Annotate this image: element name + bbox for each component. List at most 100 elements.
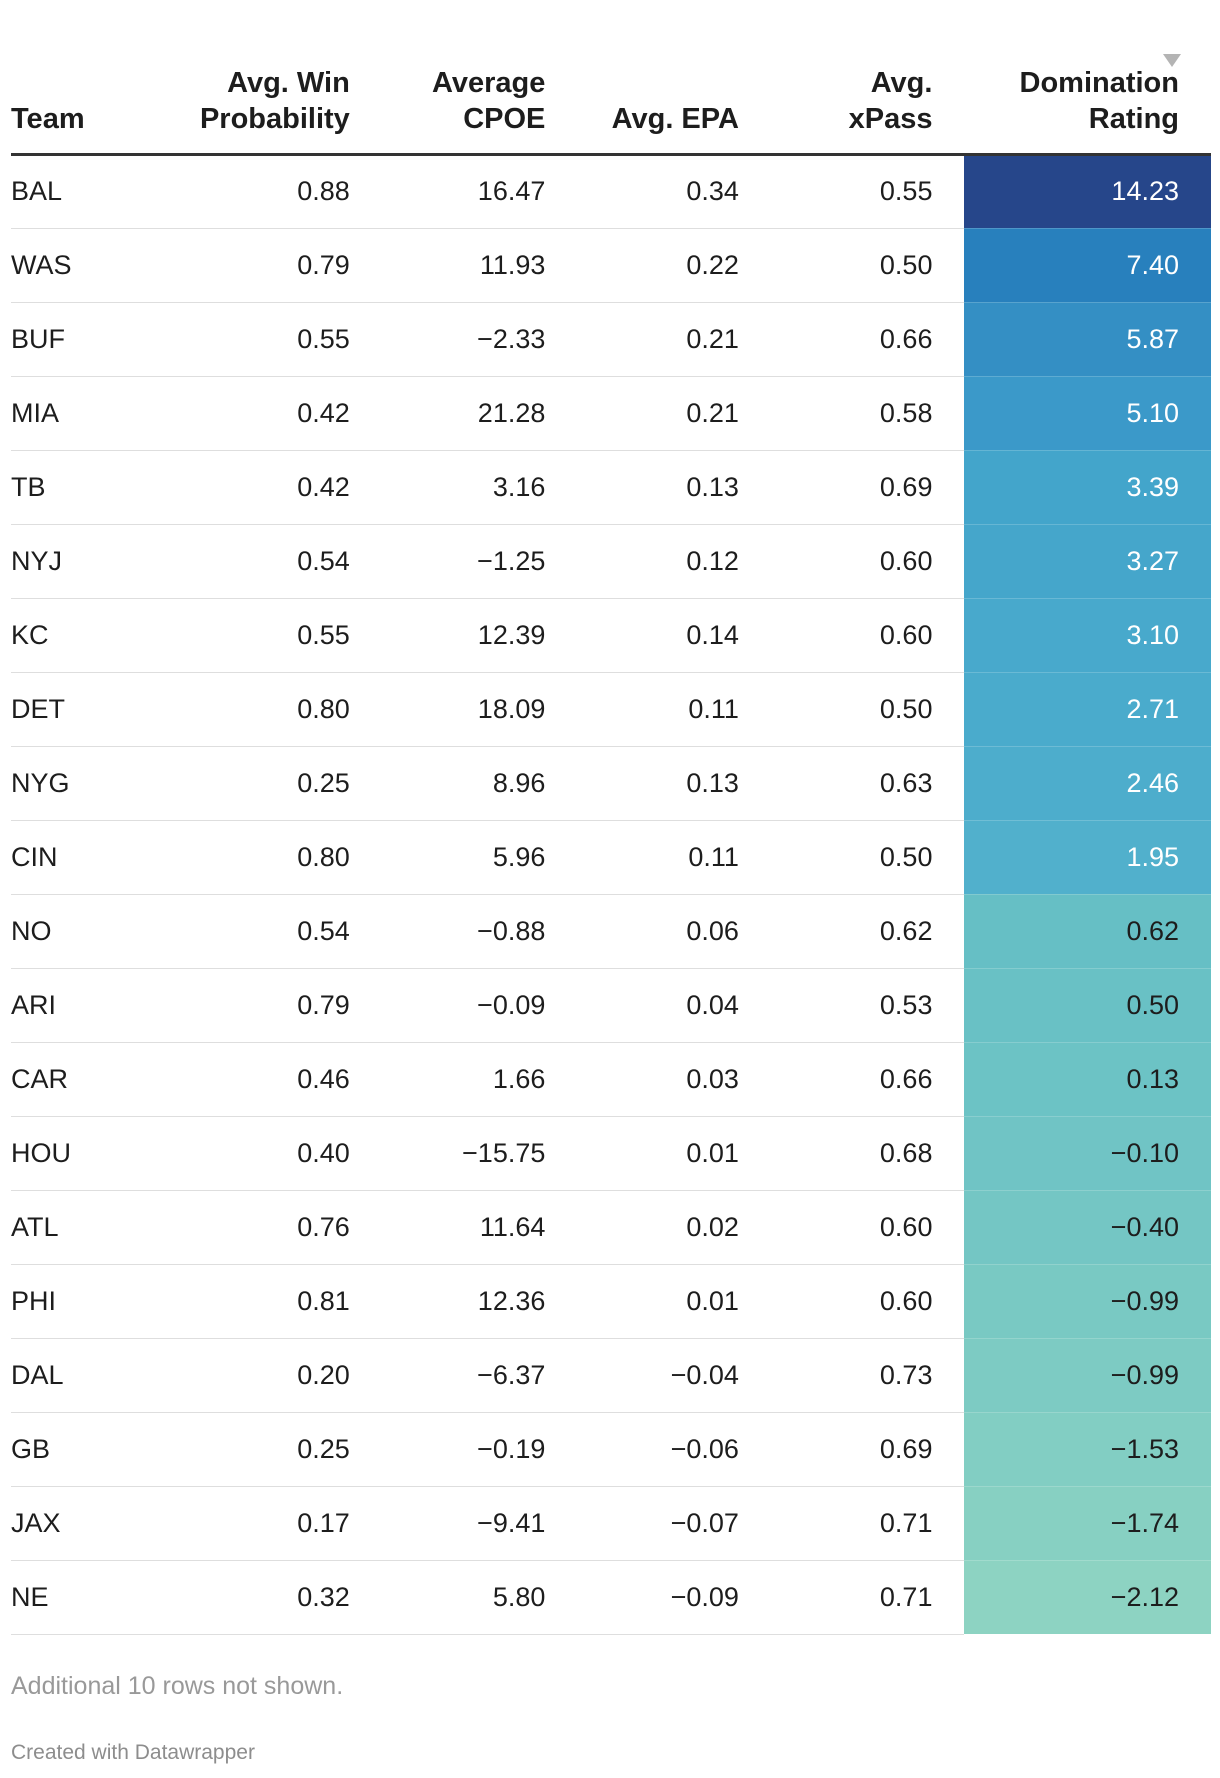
table-row: WAS 0.79 11.93 0.22 0.50 7.40 [11, 228, 1211, 303]
column-header-team[interactable]: Team [11, 0, 168, 154]
cell-win-probability: 0.54 [167, 894, 382, 969]
cell-cpoe: 12.36 [381, 1264, 578, 1339]
cell-team: NYG [11, 746, 168, 821]
cell-epa: 0.13 [577, 450, 771, 525]
column-header-xpass[interactable]: Avg. xPass [771, 0, 965, 154]
cell-win-probability: 0.42 [167, 450, 382, 525]
cell-win-probability: 0.32 [167, 1560, 382, 1635]
column-header-epa[interactable]: Avg. EPA [577, 0, 771, 154]
table-row: NO 0.54 −0.88 0.06 0.62 0.62 [11, 894, 1211, 969]
cell-team: MIA [11, 376, 168, 451]
cell-epa: 0.04 [577, 968, 771, 1043]
table-row: PHI 0.81 12.36 0.01 0.60 −0.99 [11, 1264, 1211, 1339]
cell-epa: 0.01 [577, 1116, 771, 1191]
table-row: MIA 0.42 21.28 0.21 0.58 5.10 [11, 376, 1211, 451]
column-header-line: Avg. [870, 66, 933, 99]
cell-epa: 0.11 [577, 820, 771, 895]
cell-epa: 0.12 [577, 524, 771, 599]
column-header-line: Rating [1088, 102, 1179, 135]
table-row: CIN 0.80 5.96 0.11 0.50 1.95 [11, 820, 1211, 895]
cell-epa: 0.22 [577, 228, 771, 303]
table-header: Team Avg. Win Probability Average CPOE Avg. E… [11, 0, 1211, 154]
cell-domination-rating: −1.74 [964, 1486, 1211, 1561]
table-row: DET 0.80 18.09 0.11 0.50 2.71 [11, 672, 1211, 747]
cell-win-probability: 0.25 [167, 1412, 382, 1487]
cell-team: ATL [11, 1190, 168, 1265]
cell-epa: −0.07 [577, 1486, 771, 1561]
cell-xpass: 0.55 [770, 154, 965, 229]
column-header-domination-rating[interactable]: Domination Rating [964, 0, 1211, 154]
cell-xpass: 0.69 [770, 1412, 965, 1487]
cell-cpoe: 21.28 [381, 376, 578, 451]
cell-domination-rating: 0.13 [964, 1042, 1211, 1117]
cell-win-probability: 0.80 [167, 672, 382, 747]
cell-epa: −0.06 [577, 1412, 771, 1487]
cell-team: GB [11, 1412, 168, 1487]
data-table: Team Avg. Win Probability Average CPOE Avg. E… [11, 0, 1211, 1635]
cell-win-probability: 0.46 [167, 1042, 382, 1117]
cell-xpass: 0.63 [770, 746, 965, 821]
cell-domination-rating: 3.39 [964, 450, 1211, 525]
cell-cpoe: 11.64 [381, 1190, 578, 1265]
cell-win-probability: 0.79 [167, 968, 382, 1043]
cell-win-probability: 0.54 [167, 524, 382, 599]
cell-cpoe: −0.19 [381, 1412, 578, 1487]
cell-cpoe: −1.25 [381, 524, 578, 599]
cell-xpass: 0.50 [770, 820, 965, 895]
column-header-line: Avg. EPA [611, 102, 739, 135]
table-row: ATL 0.76 11.64 0.02 0.60 −0.40 [11, 1190, 1211, 1265]
cell-cpoe: 5.80 [381, 1560, 578, 1635]
cell-win-probability: 0.55 [167, 598, 382, 673]
cell-epa: −0.09 [577, 1560, 771, 1635]
cell-team: ARI [11, 968, 168, 1043]
cell-domination-rating: 5.87 [964, 302, 1211, 377]
cell-domination-rating: 5.10 [964, 376, 1211, 451]
cell-win-probability: 0.42 [167, 376, 382, 451]
cell-team: BAL [11, 154, 168, 229]
cell-team: NYJ [11, 524, 168, 599]
cell-xpass: 0.68 [770, 1116, 965, 1191]
column-header-cpoe[interactable]: Average CPOE [382, 0, 578, 154]
cell-domination-rating: 2.71 [964, 672, 1211, 747]
column-header-win-probability[interactable]: Avg. Win Probability [168, 0, 382, 154]
cell-team: JAX [11, 1486, 168, 1561]
table-row: KC 0.55 12.39 0.14 0.60 3.10 [11, 598, 1211, 673]
cell-xpass: 0.71 [770, 1486, 965, 1561]
cell-cpoe: 8.96 [381, 746, 578, 821]
cell-xpass: 0.58 [770, 376, 965, 451]
cell-win-probability: 0.17 [167, 1486, 382, 1561]
cell-domination-rating: −0.10 [964, 1116, 1211, 1191]
cell-epa: 0.14 [577, 598, 771, 673]
table-row: BAL 0.88 16.47 0.34 0.55 14.23 [11, 154, 1211, 229]
cell-domination-rating: −2.12 [964, 1560, 1211, 1635]
header-row: Team Avg. Win Probability Average CPOE Avg. E… [11, 0, 1211, 154]
cell-team: DAL [11, 1338, 168, 1413]
cell-cpoe: −15.75 [381, 1116, 578, 1191]
column-header-line: CPOE [463, 102, 546, 135]
column-header-line: Domination [1019, 66, 1180, 99]
table-wrapper: Team Avg. Win Probability Average CPOE Avg. E… [11, 0, 1211, 1635]
cell-domination-rating: −0.40 [964, 1190, 1211, 1265]
cell-team: WAS [11, 228, 168, 303]
cell-win-probability: 0.81 [167, 1264, 382, 1339]
table-notes: Additional 10 rows not shown. [11, 1672, 344, 1700]
cell-win-probability: 0.20 [167, 1338, 382, 1413]
cell-cpoe: 3.16 [381, 450, 578, 525]
column-header-line: Average [431, 66, 546, 99]
cell-win-probability: 0.79 [167, 228, 382, 303]
cell-epa: 0.01 [577, 1264, 771, 1339]
cell-cpoe: 11.93 [381, 228, 578, 303]
cell-epa: −0.04 [577, 1338, 771, 1413]
cell-epa: 0.02 [577, 1190, 771, 1265]
sort-descending-icon[interactable] [1163, 54, 1181, 67]
cell-cpoe: −9.41 [381, 1486, 578, 1561]
cell-cpoe: −2.33 [381, 302, 578, 377]
cell-domination-rating: −0.99 [964, 1264, 1211, 1339]
cell-xpass: 0.66 [770, 302, 965, 377]
cell-team: BUF [11, 302, 168, 377]
cell-domination-rating: 3.27 [964, 524, 1211, 599]
cell-team: NE [11, 1560, 168, 1635]
cell-domination-rating: 2.46 [964, 746, 1211, 821]
cell-team: CIN [11, 820, 168, 895]
table-row: NYJ 0.54 −1.25 0.12 0.60 3.27 [11, 524, 1211, 599]
